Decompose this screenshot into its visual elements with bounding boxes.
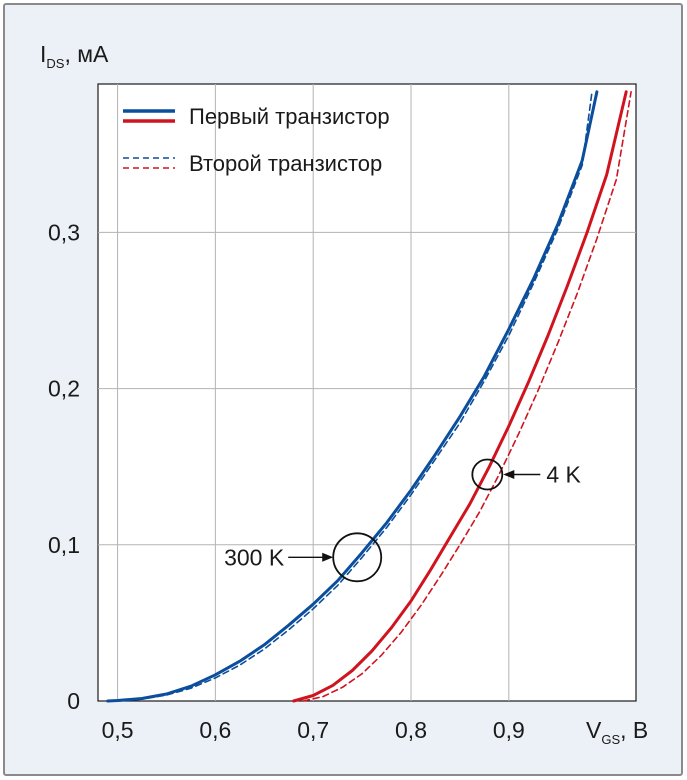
y-tick-label-2: 0,2 [48, 376, 80, 402]
annotation-arrow-head-1 [503, 470, 515, 480]
x-tick-label-4: 0,9 [493, 717, 525, 743]
annotation-circle-1 [471, 458, 504, 491]
x-tick-label-0: 0,5 [102, 717, 134, 743]
annotation-arrow-head-0 [322, 552, 334, 562]
y-axis-symbol: I [40, 41, 46, 67]
x-tick-label-2: 0,7 [297, 717, 329, 743]
x-axis-unit: , В [620, 717, 648, 743]
y-tick-label-1: 0,1 [48, 532, 80, 558]
x-tick-label-3: 0,8 [395, 717, 427, 743]
x-tick-label-1: 0,6 [199, 717, 231, 743]
y-axis-title: IDS, мА [40, 41, 109, 71]
series-layer [106, 90, 632, 703]
x-axis-symbol: V [586, 717, 602, 743]
y-axis-subscript: DS [46, 56, 64, 71]
annotations: 300 K 4 K [224, 458, 581, 583]
annotation-label-0: 300 K [224, 544, 285, 570]
x-axis-subscript: GS [601, 732, 620, 747]
legend-label-1: Второй транзистор [189, 151, 382, 176]
tick-labels: 0,5 0,6 0,7 0,8 0,9 0 0,1 0,2 0,3 [48, 219, 525, 743]
legend: Первый транзистор Второй транзистор [123, 104, 390, 176]
x-axis-title: VGS, В [586, 717, 648, 747]
series-line-3-dashed-4k [302, 91, 632, 702]
legend-label-0: Первый транзистор [189, 104, 390, 129]
series-line-1-dashed-300k [116, 91, 593, 702]
y-tick-label-3: 0,3 [48, 219, 80, 245]
series-line-2-solid-4k [292, 90, 628, 703]
y-tick-label-0: 0 [67, 688, 80, 714]
plot-area [97, 83, 637, 702]
annotation-label-1: 4 K [546, 462, 581, 488]
y-axis-unit: , мА [64, 41, 109, 67]
series-line-0-solid-300k [106, 90, 599, 703]
